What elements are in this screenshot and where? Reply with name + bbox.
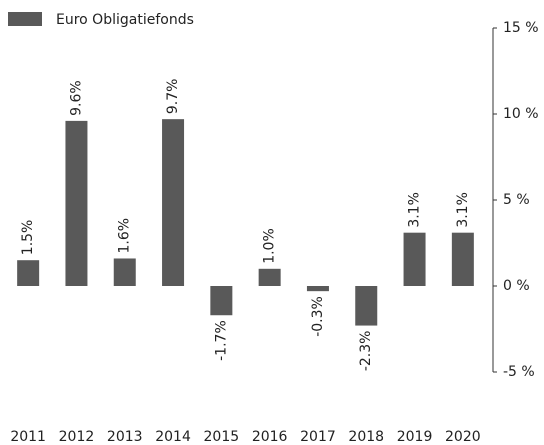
value-label: -0.3% bbox=[310, 296, 326, 337]
x-tick-label: 2014 bbox=[155, 429, 191, 445]
legend-label: Euro Obligatiefonds bbox=[56, 12, 194, 28]
x-tick-label: 2015 bbox=[204, 429, 240, 445]
bar bbox=[210, 286, 233, 316]
value-label: -1.7% bbox=[213, 320, 229, 361]
bar bbox=[258, 268, 281, 286]
value-label: 3.1% bbox=[455, 192, 471, 228]
y-tick-label: 5 % bbox=[503, 192, 530, 208]
x-tick-label: 2013 bbox=[107, 429, 143, 445]
value-label: 1.0% bbox=[262, 228, 278, 264]
bar bbox=[113, 258, 136, 286]
value-label: 3.1% bbox=[407, 192, 423, 228]
bar bbox=[451, 232, 474, 286]
bar bbox=[355, 286, 378, 326]
value-label: 1.6% bbox=[117, 218, 133, 254]
value-label: 9.7% bbox=[165, 79, 181, 115]
y-tick-label: 10 % bbox=[503, 106, 539, 122]
value-label: 1.5% bbox=[20, 220, 36, 256]
y-tick-label: -5 % bbox=[503, 364, 535, 380]
x-tick-label: 2016 bbox=[252, 429, 288, 445]
value-label: -2.3% bbox=[358, 331, 374, 372]
x-tick-label: 2018 bbox=[348, 429, 384, 445]
bar bbox=[162, 119, 185, 286]
legend-swatch bbox=[8, 12, 42, 26]
x-tick-label: 2017 bbox=[300, 429, 336, 445]
y-tick-label: 0 % bbox=[503, 278, 530, 294]
x-tick-label: 2011 bbox=[10, 429, 46, 445]
bar bbox=[65, 120, 88, 286]
y-tick-label: 15 % bbox=[503, 20, 539, 36]
bar bbox=[306, 286, 329, 292]
x-tick-label: 2020 bbox=[445, 429, 481, 445]
x-tick-label: 2019 bbox=[397, 429, 433, 445]
bar bbox=[17, 260, 40, 286]
bar bbox=[403, 232, 426, 286]
x-tick-label: 2012 bbox=[59, 429, 95, 445]
value-label: 9.6% bbox=[68, 80, 84, 116]
